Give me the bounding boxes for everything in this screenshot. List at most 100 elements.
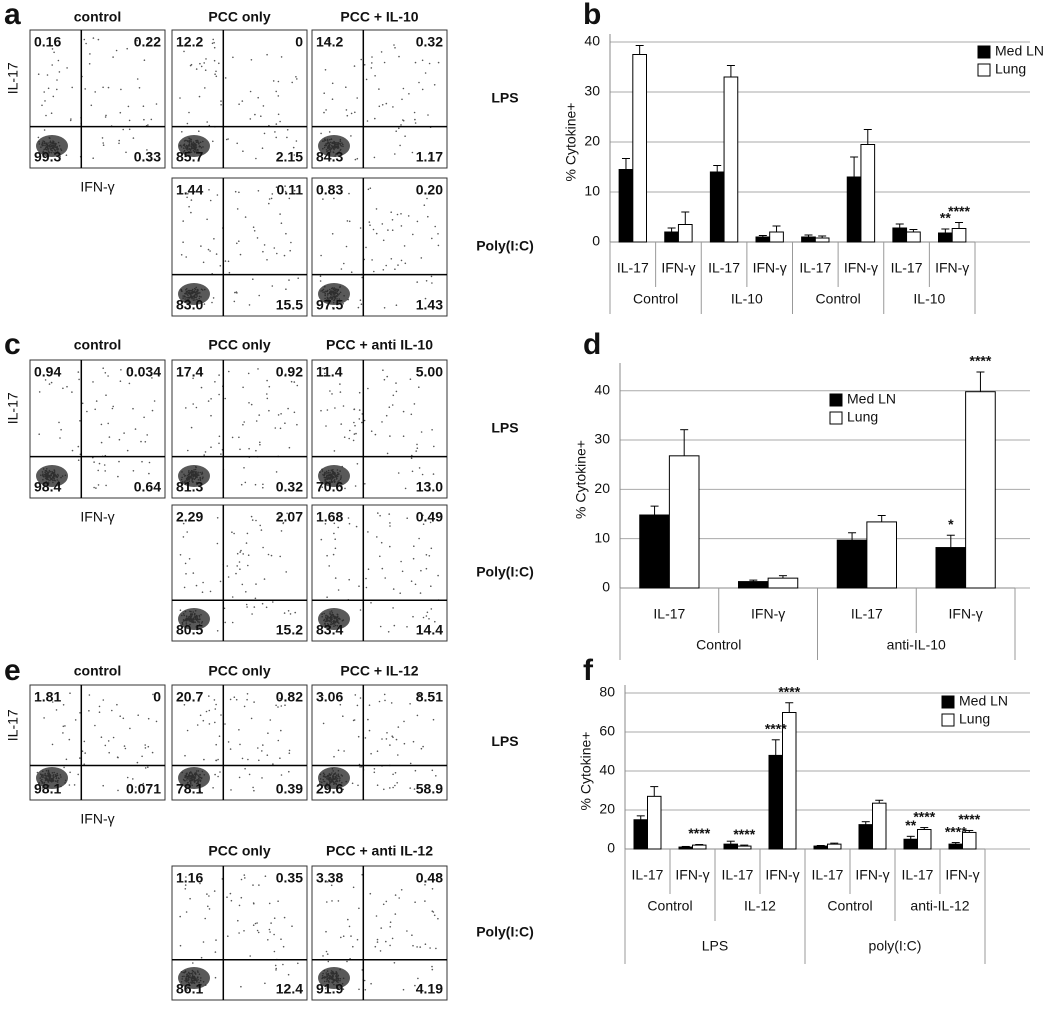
event-dot	[398, 55, 400, 58]
event-dot	[83, 38, 86, 41]
column-header: PCC only	[208, 663, 270, 679]
event-dot	[103, 464, 106, 466]
event-dot	[409, 787, 412, 789]
event-dot	[228, 271, 231, 274]
event-dot	[243, 874, 246, 876]
event-dot	[395, 390, 398, 393]
event-dot	[333, 522, 336, 525]
event-dot	[147, 745, 150, 748]
event-dot	[401, 570, 404, 573]
event-dot	[358, 988, 360, 991]
event-dot	[389, 545, 391, 548]
event-dot	[414, 61, 417, 64]
event-dot	[277, 95, 280, 97]
y-tick-label: 0	[592, 233, 600, 249]
event-dot	[128, 382, 131, 385]
event-dot	[102, 142, 104, 144]
event-dot	[92, 37, 95, 39]
significance-marker: **	[905, 817, 916, 833]
event-dot	[434, 225, 437, 228]
event-dot	[283, 916, 286, 919]
event-dot	[235, 291, 238, 293]
event-dot	[389, 944, 391, 947]
event-dot	[97, 469, 99, 472]
event-dot	[199, 882, 201, 885]
event-dot	[290, 241, 292, 244]
event-dot	[179, 944, 182, 947]
event-dot	[268, 409, 270, 412]
event-dot	[227, 576, 230, 578]
event-dot	[267, 553, 270, 556]
event-dot	[365, 246, 367, 249]
event-dot	[415, 450, 418, 452]
event-dot	[283, 612, 286, 614]
event-dot	[280, 729, 282, 732]
event-dot	[416, 443, 418, 446]
event-dot	[227, 260, 230, 263]
event-dot	[354, 158, 357, 161]
group-label: Control	[816, 291, 861, 307]
event-dot	[214, 381, 216, 383]
event-dot	[375, 915, 378, 917]
event-dot	[421, 59, 424, 62]
event-dot	[326, 901, 328, 903]
event-dot	[140, 440, 142, 443]
event-dot	[371, 62, 373, 64]
y-tick-label: 40	[584, 33, 600, 49]
event-dot	[382, 269, 385, 271]
event-dot	[374, 75, 376, 77]
event-dot	[199, 368, 202, 370]
event-dot	[275, 123, 278, 125]
event-dot	[433, 914, 436, 917]
event-dot	[210, 398, 212, 400]
event-dot	[282, 963, 284, 966]
event-dot	[422, 745, 424, 748]
event-dot	[412, 615, 414, 618]
event-dot	[207, 248, 210, 251]
x-tick-label: IFN-γ	[935, 260, 969, 276]
event-dot	[147, 159, 150, 161]
column-header: PCC only	[208, 843, 270, 859]
event-dot	[364, 483, 366, 485]
event-dot	[199, 790, 202, 793]
event-dot	[218, 374, 220, 376]
bar	[892, 227, 908, 243]
event-dot	[387, 631, 390, 633]
event-dot	[285, 288, 287, 291]
event-dot	[407, 215, 410, 217]
event-dot	[201, 591, 204, 593]
legend-label: Med LN	[847, 391, 896, 407]
event-dot	[207, 400, 210, 402]
event-dot	[290, 380, 293, 383]
event-dot	[342, 715, 344, 717]
event-dot	[412, 233, 414, 236]
event-dot	[237, 919, 239, 922]
legend-label: Med LN	[959, 693, 1008, 709]
event-dot	[365, 78, 368, 81]
bar	[814, 237, 830, 243]
event-dot	[246, 698, 248, 701]
event-dot	[373, 771, 376, 774]
quadrant-value: 1.43	[416, 297, 443, 313]
event-dot	[350, 935, 352, 937]
event-dot	[414, 122, 417, 124]
event-dot	[269, 719, 272, 721]
quadrant-value: 0.11	[277, 182, 304, 198]
event-dot	[368, 221, 371, 223]
event-dot	[43, 91, 45, 93]
event-dot	[397, 472, 400, 474]
event-dot	[241, 757, 244, 760]
event-dot	[369, 892, 372, 895]
x-tick-label: IL-17	[812, 867, 844, 883]
population-blob	[178, 135, 210, 157]
quadrant-value: 8.51	[416, 689, 443, 705]
event-dot	[143, 59, 146, 61]
event-dot	[434, 620, 436, 623]
event-dot	[136, 39, 138, 42]
event-dot	[393, 962, 396, 964]
quadrant-value: 98.4	[34, 479, 61, 495]
event-dot	[280, 413, 282, 415]
event-dot	[112, 56, 114, 58]
event-dot	[224, 397, 226, 400]
event-dot	[381, 421, 383, 423]
